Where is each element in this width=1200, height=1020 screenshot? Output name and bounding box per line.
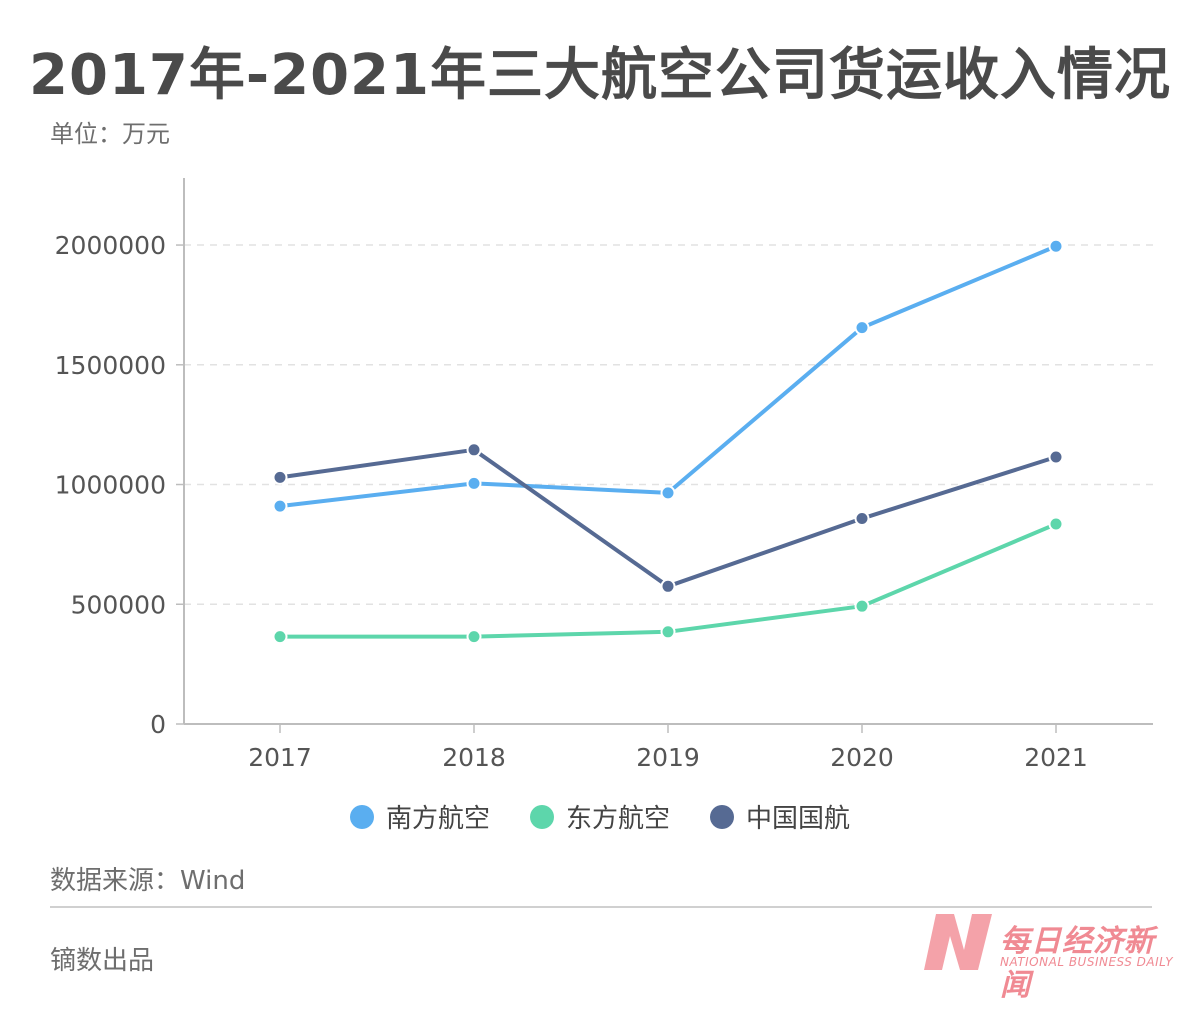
data-point-series-1 — [854, 320, 870, 336]
x-tick-label: 2018 — [442, 743, 506, 772]
producer-label: 镝数出品 — [50, 946, 155, 976]
y-tick-label: 0 — [150, 710, 166, 739]
data-point-series-2 — [272, 629, 288, 645]
brand-n-icon — [924, 914, 992, 970]
legend-marker — [710, 804, 734, 829]
legend-item-2: 东方航空 — [529, 798, 670, 835]
data-point-series-2 — [1048, 516, 1064, 532]
data-point-series-2 — [660, 624, 676, 640]
series-line-3 — [278, 447, 1058, 589]
data-point-series-1 — [1048, 238, 1064, 254]
x-tick-label: 2021 — [1024, 743, 1088, 772]
y-tick-label: 500000 — [71, 590, 166, 619]
data-point-series-1 — [660, 485, 676, 501]
legend-label: 中国国航 — [746, 804, 851, 834]
line-chart: 0 500000 1000000 1500000 2000000 2017 2018 2019… — [55, 178, 1153, 772]
brand-name-en: NATIONAL BUSINESS DAILY — [1000, 955, 1174, 969]
legend-label: 东方航空 — [565, 804, 670, 834]
x-tick-label: 2020 — [830, 743, 894, 772]
x-tick-label: 2019 — [636, 743, 700, 772]
unit-label: 单位：万元 — [50, 120, 170, 148]
y-tick-label: 2000000 — [55, 231, 166, 260]
data-point-series-1 — [272, 498, 288, 514]
data-point-series-1 — [466, 475, 482, 491]
source-label: 数据来源：Wind — [50, 866, 246, 896]
legend-item-1: 南方航空 — [349, 798, 490, 835]
data-point-series-2 — [854, 598, 870, 614]
y-tick-label: 1500000 — [55, 351, 166, 380]
legend-marker — [529, 804, 554, 829]
data-point-series-3 — [466, 442, 482, 458]
legend-marker — [349, 804, 374, 829]
legend-label: 南方航空 — [385, 804, 490, 834]
data-point-series-3 — [272, 469, 288, 485]
x-tick-label: 2017 — [248, 743, 312, 772]
footer-divider — [50, 906, 1152, 908]
y-tick-label: 1000000 — [55, 471, 166, 500]
legend-item-3: 中国国航 — [710, 798, 850, 835]
chart-title: 2017年-2021年三大航空公司货运收入情况 — [29, 43, 1171, 108]
data-point-series-3 — [1048, 449, 1064, 465]
brand-logo: 每日经济新闻 NATIONAL BUSINESS DAILY — [920, 910, 1173, 1003]
data-point-series-2 — [466, 629, 482, 645]
legend: 南方航空 东方航空 中国国航 — [0, 798, 1200, 835]
brand-name-cn: 每日经济新闻 — [1000, 924, 1155, 1003]
data-point-series-3 — [660, 578, 676, 594]
data-point-series-3 — [854, 511, 870, 527]
series-line-1 — [278, 244, 1058, 509]
